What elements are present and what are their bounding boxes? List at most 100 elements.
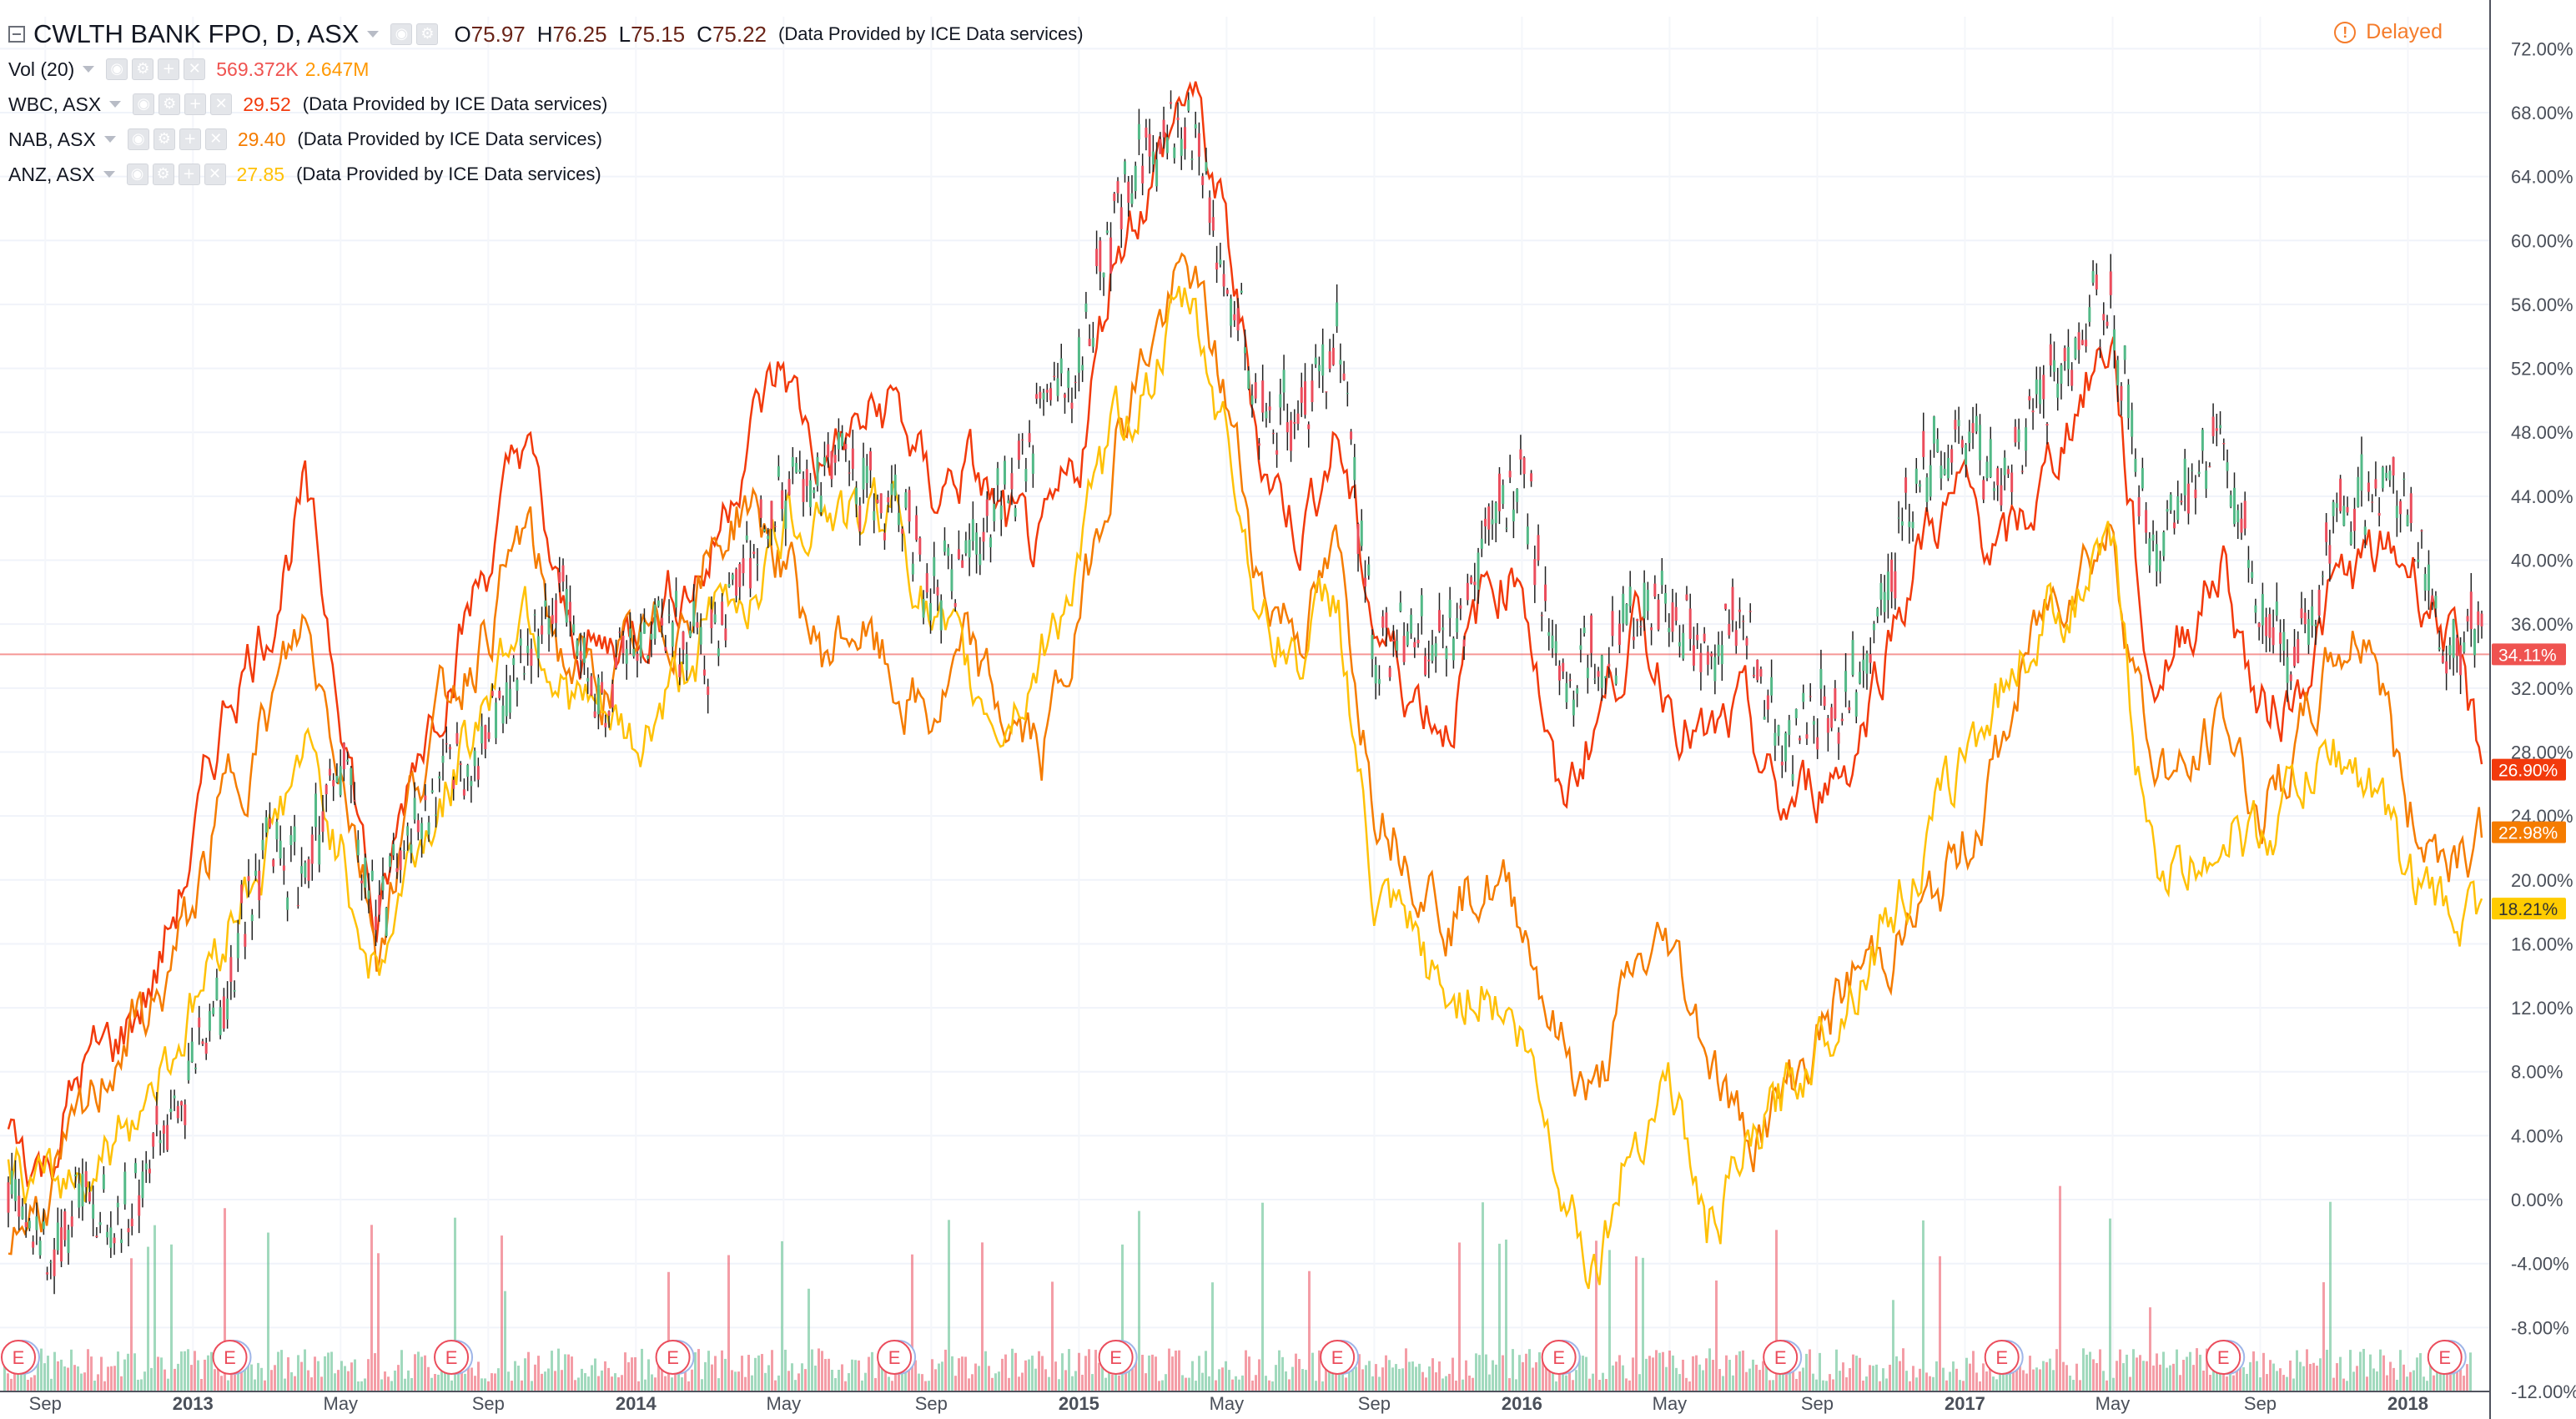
candle-body (1886, 571, 1889, 601)
volume-bar (2352, 1371, 2355, 1391)
candle-body (1484, 518, 1487, 526)
candle-body (1840, 718, 1844, 722)
compare-label[interactable]: WBC, ASX (8, 93, 102, 115)
volume-bar (2035, 1367, 2038, 1391)
compare-row-wbc: WBC, ASX ◉ ⚙ + ✕ 29.52 (Data Provided by… (8, 87, 1084, 122)
volume-bar (1622, 1365, 1624, 1391)
volume-bar (174, 1368, 176, 1391)
earnings-icon[interactable]: E (877, 1340, 917, 1375)
plus-icon[interactable]: + (158, 58, 180, 80)
volume-bar (97, 1374, 99, 1391)
earnings-icon[interactable]: E (655, 1340, 695, 1375)
volume-bar (1385, 1355, 1387, 1391)
candle-body (2091, 271, 2095, 283)
plus-icon[interactable]: + (178, 164, 200, 185)
volume-bar (811, 1349, 813, 1391)
volume-bar (2336, 1363, 2338, 1391)
volume-bar (2469, 1352, 2472, 1391)
volume-bar (1411, 1361, 1414, 1391)
close-icon[interactable]: ✕ (204, 164, 226, 185)
close-icon[interactable]: ✕ (210, 93, 233, 115)
earnings-icon[interactable]: E (1763, 1340, 1803, 1375)
plus-icon[interactable]: + (184, 93, 207, 115)
compare-label[interactable]: NAB, ASX (8, 128, 96, 150)
volume-bar (801, 1363, 803, 1391)
candle-body (1088, 339, 1091, 346)
volume-bar (2085, 1354, 2088, 1391)
volume-bar (2199, 1354, 2201, 1391)
y-tick-label: 20.00% (2511, 870, 2573, 891)
candle-body (325, 784, 328, 795)
eye-icon[interactable]: ◉ (126, 164, 148, 185)
earnings-icon[interactable]: E (1, 1340, 40, 1375)
chevron-down-icon[interactable] (103, 136, 116, 143)
candle-body (1812, 721, 1815, 725)
alert-icon: ! (2334, 21, 2357, 43)
candle-body (2194, 489, 2197, 499)
collapse-icon[interactable] (8, 26, 25, 43)
volume-bar (2389, 1361, 2392, 1391)
candle-body (688, 630, 692, 637)
candle-body (647, 655, 650, 659)
volume-bar (404, 1378, 406, 1391)
volume-bar (1885, 1378, 1888, 1391)
candle-body (2268, 614, 2272, 638)
last-value-label: 18.21% (2498, 900, 2558, 919)
candle-body (1250, 395, 1254, 405)
candle-body (356, 839, 360, 856)
last-value-badge (2492, 898, 2566, 920)
earnings-icon[interactable]: E (1320, 1340, 1360, 1375)
volume-bar (410, 1377, 413, 1391)
candle-body (416, 820, 420, 833)
earnings-icon[interactable]: E (2427, 1340, 2467, 1375)
candle-body (657, 600, 660, 606)
volume-bar (447, 1366, 450, 1391)
earnings-marker-label: E (888, 1347, 901, 1368)
earnings-icon[interactable]: E (1984, 1340, 2024, 1375)
eye-icon[interactable]: ◉ (106, 58, 128, 80)
volume-bar (220, 1376, 223, 1391)
volume-bar (2262, 1352, 2265, 1391)
volume-bar (2279, 1368, 2282, 1391)
volume-bar (1662, 1351, 1664, 1391)
eye-icon[interactable]: ◉ (390, 23, 413, 45)
eye-icon[interactable]: ◉ (127, 128, 149, 150)
candle-body (795, 463, 798, 473)
candle-body (579, 651, 582, 660)
delayed-indicator[interactable]: ! Delayed (2334, 20, 2443, 44)
gear-icon[interactable]: ⚙ (416, 23, 439, 45)
volume-bar (734, 1371, 737, 1391)
candle-body (1497, 473, 1501, 511)
volume-bar (1895, 1356, 1898, 1391)
chevron-down-icon[interactable] (83, 66, 95, 73)
study-label[interactable]: Vol (20) (8, 58, 75, 80)
gear-icon[interactable]: ⚙ (158, 93, 181, 115)
volume-bar (284, 1378, 286, 1391)
close-icon[interactable]: ✕ (204, 128, 227, 150)
candle-body (1173, 147, 1176, 159)
earnings-icon[interactable]: E (1098, 1340, 1138, 1375)
gear-icon[interactable]: ⚙ (153, 128, 175, 150)
candle-body (1053, 375, 1056, 377)
candle-body (1095, 249, 1099, 266)
symbol-title[interactable]: CWLTH BANK FPO, D, ASX (33, 19, 360, 48)
chevron-down-icon[interactable] (367, 31, 380, 38)
earnings-icon[interactable]: E (2206, 1340, 2246, 1375)
compare-label[interactable]: ANZ, ASX (8, 163, 95, 185)
earnings-icon[interactable]: E (434, 1340, 474, 1375)
gear-icon[interactable]: ⚙ (132, 58, 154, 80)
candle-body (1826, 717, 1829, 733)
gear-icon[interactable]: ⚙ (152, 164, 174, 185)
plus-icon[interactable]: + (179, 128, 201, 150)
earnings-icon[interactable]: E (212, 1340, 252, 1375)
eye-icon[interactable]: ◉ (133, 93, 155, 115)
volume-bar (2342, 1378, 2345, 1391)
candle-body (678, 664, 682, 677)
chevron-down-icon[interactable] (109, 101, 122, 108)
earnings-icon[interactable]: E (1541, 1340, 1581, 1375)
volume-bar (20, 1373, 23, 1391)
close-icon[interactable]: ✕ (184, 58, 206, 80)
chevron-down-icon[interactable] (103, 171, 115, 178)
